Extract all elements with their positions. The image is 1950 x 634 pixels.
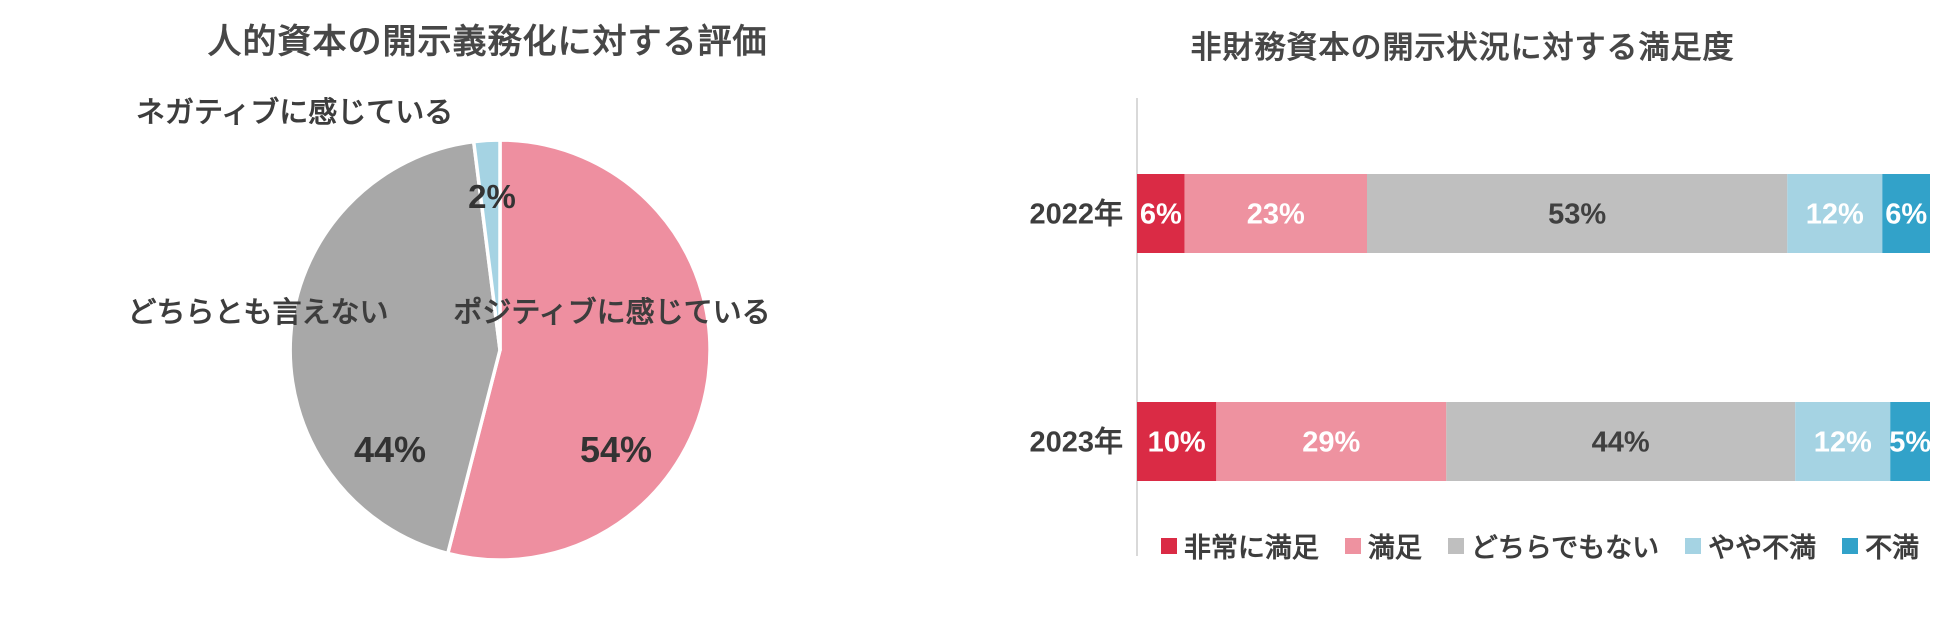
bar-chart-title: 非財務資本の開示状況に対する満足度 <box>1190 30 1735 65</box>
pie-slice-value-0: 54% <box>580 429 652 470</box>
bar-segment-0-4 <box>1882 174 1930 253</box>
bar-segment-value-1-3: 12% <box>1814 427 1872 459</box>
bar-segment-value-0-2: 53% <box>1548 199 1606 231</box>
legend-label-2: どちらでもない <box>1470 533 1660 563</box>
legend-item-0: 非常に満足 <box>1160 526 1319 565</box>
bar-segment-value-1-1: 29% <box>1302 427 1360 459</box>
bar-segment-0-1 <box>1184 174 1367 253</box>
pie-slice-name-1: どちらとも言えない <box>127 296 388 329</box>
bar-segment-value-0-0: 6% <box>1140 199 1182 231</box>
category-label-0: 2022年 <box>1029 197 1123 231</box>
bar-segment-0-3 <box>1787 174 1883 253</box>
pie-chart-title: 人的資本の開示義務化に対する評価 <box>207 23 768 61</box>
bar-segment-value-0-4: 6% <box>1885 199 1927 231</box>
legend-label-3: やや不満 <box>1708 533 1817 563</box>
stacked-bar-chart: 2022年 6% 23% 53% 12% 6% 2023年 10% 29% 44% 12% 5% <box>1029 98 1931 556</box>
bar-segment-value-1-2: 44% <box>1592 427 1650 459</box>
bar-segment-1-4 <box>1890 402 1930 481</box>
legend-swatch-3 <box>1685 537 1702 554</box>
chart-legend: 非常に満足 満足 どちらでもない やや不満 不満 <box>1140 526 1940 565</box>
pie-slice-value-2: 2% <box>468 178 516 215</box>
pie-chart: ポジティブに感じている 54% どちらとも言えない 44% ネガティブに感じている 2% <box>127 95 771 562</box>
pie-slice-0 <box>446 138 712 562</box>
legend-swatch-0 <box>1160 537 1177 554</box>
legend-swatch-1 <box>1344 537 1361 554</box>
pie-slice-2 <box>471 138 502 352</box>
legend-label-1: 満足 <box>1367 533 1422 563</box>
legend-label-4: 不満 <box>1865 533 1920 563</box>
bar-segment-1-0 <box>1137 402 1217 481</box>
legend-label-0: 非常に満足 <box>1183 533 1319 563</box>
legend-item-2: どちらでもない <box>1447 526 1660 565</box>
category-label-1: 2023年 <box>1029 425 1123 459</box>
legend-item-1: 満足 <box>1344 526 1422 565</box>
bar-segment-1-3 <box>1795 402 1891 481</box>
bar-segment-0-0 <box>1137 174 1185 253</box>
bar-segment-1-2 <box>1446 402 1796 481</box>
legend-item-4: 不満 <box>1842 526 1919 565</box>
legend-swatch-2 <box>1447 537 1464 554</box>
pie-slice-1 <box>288 139 502 556</box>
bar-segment-value-0-3: 12% <box>1806 199 1864 231</box>
legend-swatch-4 <box>1842 537 1859 554</box>
bar-segment-0-2 <box>1367 174 1788 253</box>
bar-segment-value-1-4: 5% <box>1889 427 1931 459</box>
pie-slice-name-2: ネガティブに感じている <box>136 95 453 129</box>
bar-segment-value-1-0: 10% <box>1148 427 1206 459</box>
bar-segment-value-0-1: 23% <box>1247 199 1305 231</box>
legend-item-3: やや不満 <box>1685 526 1816 565</box>
pie-slice-name-0: ポジティブに感じている <box>453 295 770 329</box>
bar-segment-1-1 <box>1216 402 1447 481</box>
pie-slice-value-1: 44% <box>354 429 426 470</box>
